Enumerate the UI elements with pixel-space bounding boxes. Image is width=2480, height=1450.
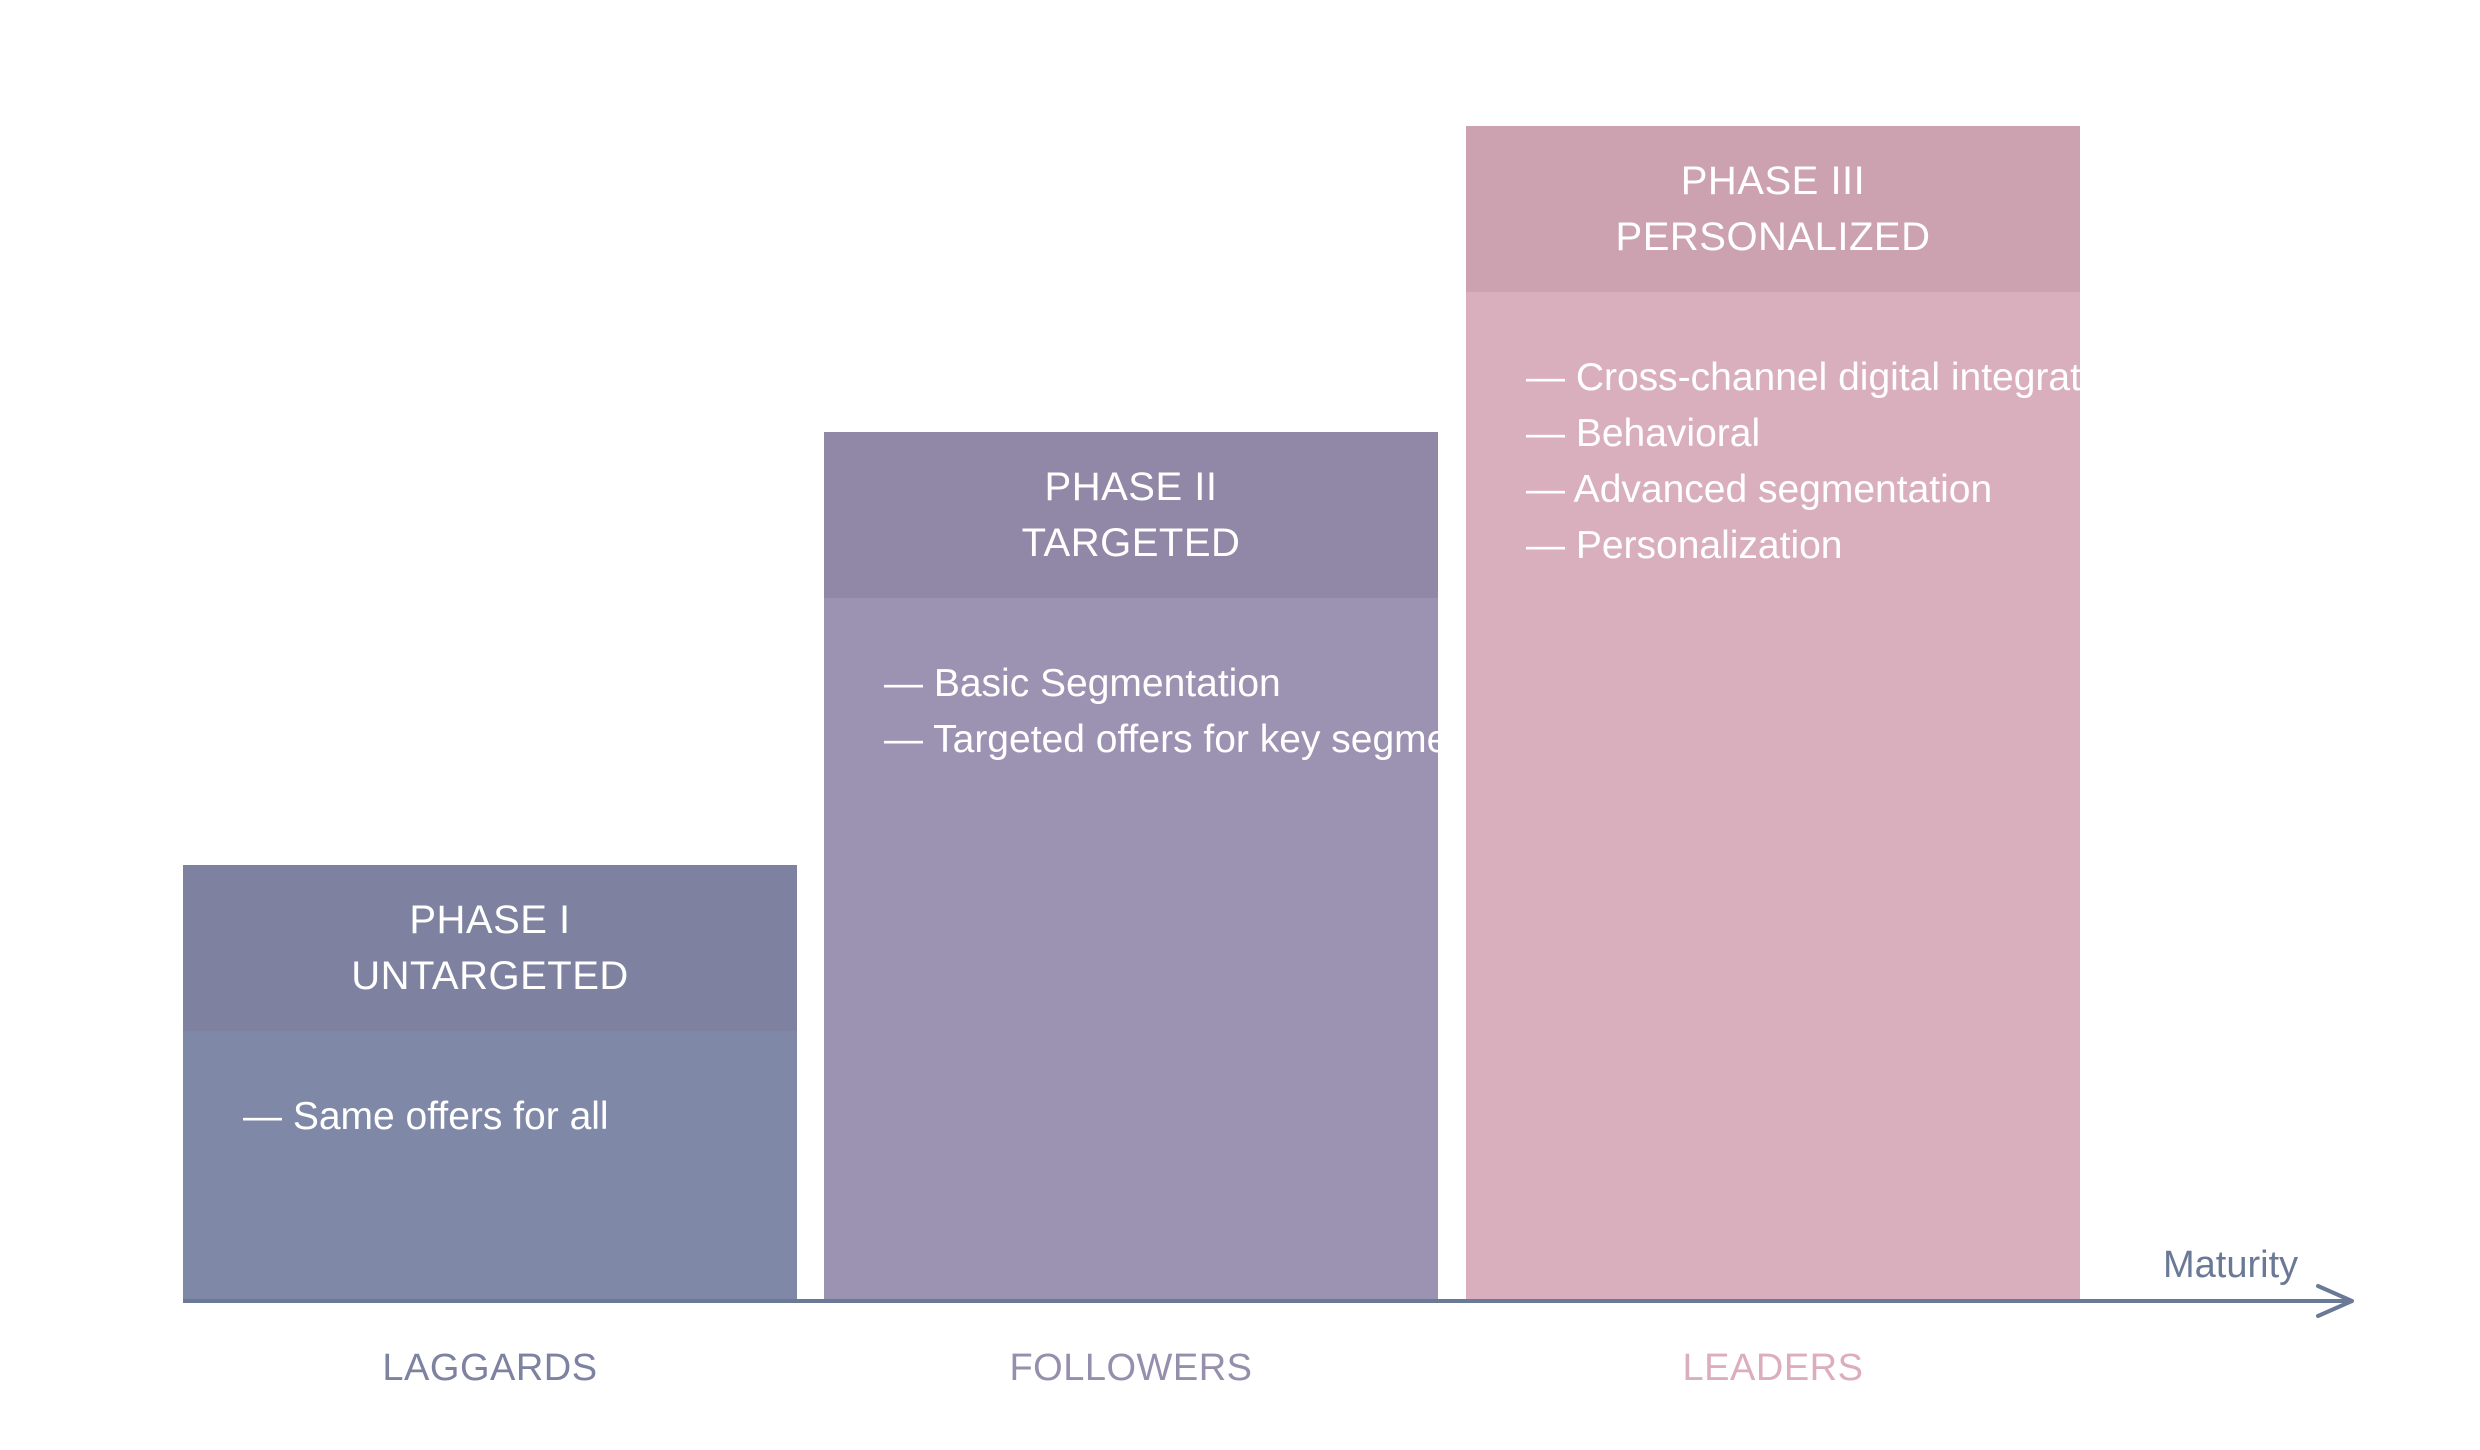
phase-3-name: PERSONALIZED	[1615, 215, 1931, 259]
phase-1-item: — Same offers for all	[243, 1095, 609, 1138]
phase-3-item: — Personalization	[1526, 524, 1843, 567]
phase-2-item: — Basic Segmentation	[884, 662, 1281, 705]
phase-1-name: UNTARGETED	[351, 954, 629, 998]
phase-3-block: PHASE III PERSONALIZED — Cross-channel d…	[1466, 126, 2133, 1300]
phase-2-name: TARGETED	[1021, 521, 1241, 565]
phase-2-item: — Targeted offers for key segments	[884, 718, 1501, 761]
segment-label-followers: FOLLOWERS	[1009, 1347, 1253, 1389]
segment-label-laggards: LAGGARDS	[382, 1347, 598, 1389]
phase-2-header: PHASE II TARGETED	[824, 432, 1438, 598]
phase-3-body: — Cross-channel digital integration — Be…	[1466, 292, 2133, 1300]
phase-2-block: PHASE II TARGETED — Basic Segmentation —…	[824, 432, 1501, 1300]
axis-title: Maturity	[2163, 1244, 2299, 1286]
axis-arrowhead-icon	[2316, 1284, 2354, 1318]
phase-1-items: — Same offers for all	[183, 1031, 797, 1145]
phase-1-body: — Same offers for all	[183, 1031, 797, 1300]
phase-2-number: PHASE II	[1044, 465, 1218, 509]
phase-3-item: — Cross-channel digital integration	[1526, 356, 2133, 399]
phase-2-body: — Basic Segmentation — Targeted offers f…	[824, 598, 1501, 1300]
phase-2-items: — Basic Segmentation — Targeted offers f…	[824, 598, 1501, 768]
phase-3-item: — Behavioral	[1526, 412, 1761, 455]
phase-1-number: PHASE I	[409, 898, 571, 942]
phase-3-items: — Cross-channel digital integration — Be…	[1466, 292, 2133, 574]
phase-3-item: — Advanced segmentation	[1526, 468, 1993, 511]
phase-3-number: PHASE III	[1680, 159, 1866, 203]
phase-1-block: PHASE I UNTARGETED — Same offers for all	[183, 865, 797, 1300]
phase-1-header: PHASE I UNTARGETED	[183, 865, 797, 1031]
segment-label-leaders: LEADERS	[1682, 1347, 1864, 1389]
phase-3-header: PHASE III PERSONALIZED	[1466, 126, 2080, 292]
